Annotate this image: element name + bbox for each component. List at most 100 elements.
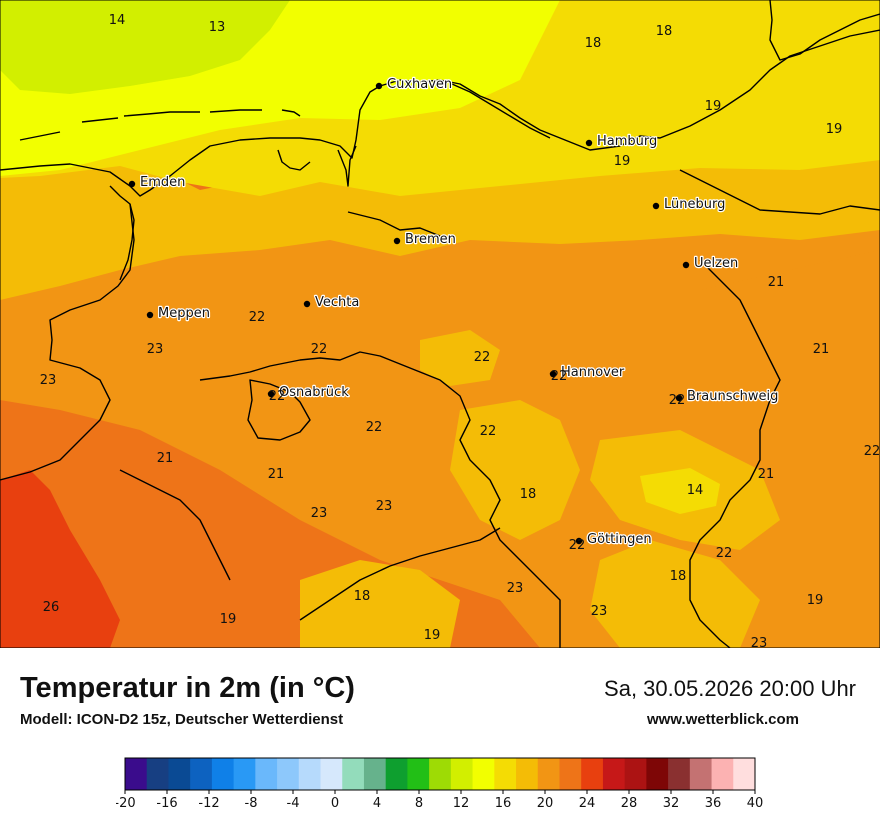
temp-label: 14 (687, 483, 704, 498)
color-legend: -20 -16 -12 -8 -4 0 4 8 12 16 20 24 28 32 36 40 (114, 756, 776, 816)
temp-label: 23 (507, 581, 524, 596)
temp-label: 22 (311, 342, 328, 357)
temp-label: 21 (758, 467, 775, 482)
temp-label: 22 (249, 310, 266, 325)
temp-label: 18 (656, 24, 673, 39)
temp-label: 18 (585, 36, 602, 51)
island-3 (209, 109, 262, 113)
border-east (679, 169, 880, 215)
city-label-hamburg: Hamburg (597, 134, 657, 149)
legend-swatch (320, 758, 343, 790)
legend-tick-label: 8 (415, 796, 423, 811)
legend-tick-label: 36 (705, 796, 722, 811)
legend-tick-label: 20 (537, 796, 554, 811)
temp-label: 21 (768, 275, 785, 290)
legend-tick-label: 32 (663, 796, 680, 811)
zone-cool-patch (640, 468, 720, 514)
legend-tick-label: 12 (453, 796, 470, 811)
temp-label: 23 (40, 373, 57, 388)
city-label-lueneburg: Lüneburg (664, 197, 725, 212)
legend-swatch (450, 758, 474, 790)
coastline-dollart (109, 185, 135, 281)
legend-swatch (190, 758, 213, 790)
forecast-datetime: Sa, 30.05.2026 20:00 Uhr (604, 676, 856, 701)
border-hesse (299, 527, 501, 621)
island-5 (281, 109, 301, 117)
legend-border (124, 757, 756, 791)
temp-label: 19 (614, 154, 631, 169)
temp-label: 22 (864, 444, 880, 459)
temp-label: 14 (109, 13, 126, 28)
legend-swatch (125, 758, 148, 790)
temp-label: 22 (269, 389, 286, 404)
legend-tick-label: -4 (287, 796, 300, 811)
model-subtitle: Modell: ICON-D2 15z, Deutscher Wetterdie… (20, 711, 344, 728)
border-nl (0, 203, 135, 481)
legend-tick-label: 24 (579, 796, 596, 811)
zone-amber-south-3 (300, 560, 460, 648)
temp-label: 18 (670, 569, 687, 584)
temp-label: 21 (268, 467, 285, 482)
zone-amber-south-1 (450, 400, 580, 540)
coastline-weser (337, 145, 357, 187)
legend-swatch (537, 758, 560, 790)
legend-swatch (472, 758, 495, 790)
legend-swatch (668, 758, 691, 790)
legend-swatch (494, 758, 517, 790)
legend-tick-label: -20 (116, 796, 136, 811)
temp-label: 19 (424, 628, 441, 643)
legend-swatch (298, 758, 322, 790)
temp-label: 22 (669, 393, 686, 408)
temp-label: 21 (813, 342, 830, 357)
coastline-elbe (451, 83, 551, 139)
legend-swatch (277, 758, 300, 790)
temp-label: 18 (354, 589, 371, 604)
legend-tick-label: -12 (198, 796, 219, 811)
legend-swatch (646, 758, 669, 790)
legend-swatch (363, 758, 387, 790)
legend-swatch (146, 758, 169, 790)
legend-tick-label: -8 (245, 796, 258, 811)
city-label-meppen: Meppen (158, 306, 210, 321)
legend-swatch (385, 758, 408, 790)
legend-swatch (255, 758, 278, 790)
zone-red (0, 470, 120, 648)
temp-label: 23 (591, 604, 608, 619)
city-label-emden: Emden (140, 175, 185, 190)
temp-label: 22 (551, 369, 568, 384)
temp-label: 22 (569, 538, 586, 553)
website-link[interactable]: www.wetterblick.com (647, 711, 799, 728)
legend-swatch (711, 758, 734, 790)
border-north-east (769, 0, 880, 61)
temperature-map: Cuxhaven Hamburg Emden Lüneburg Bremen U… (0, 0, 880, 648)
legend-swatch (211, 758, 235, 790)
city-label-osnabrueck: Osnabrück (279, 385, 349, 400)
border-south-west (119, 469, 231, 581)
city-label-cuxhaven: Cuxhaven (387, 77, 452, 92)
border-nrw-osna (199, 351, 561, 648)
zone-amber-south-4 (590, 540, 760, 648)
island-4 (19, 131, 61, 141)
temp-label: 13 (209, 20, 226, 35)
border-east-2 (689, 259, 781, 648)
temp-label: 19 (826, 122, 843, 137)
legend-swatch (559, 758, 582, 790)
legend-swatch (516, 758, 539, 790)
zone-orange (0, 222, 880, 648)
legend-swatch (689, 758, 713, 790)
temp-label: 23 (147, 342, 164, 357)
legend-swatch (429, 758, 452, 790)
coastline-main (0, 29, 880, 197)
city-label-goettingen: Göttingen (587, 532, 652, 547)
zone-yellow-green (0, 0, 290, 94)
temp-label: 23 (311, 506, 328, 521)
island-1 (81, 117, 119, 123)
temp-label: 22 (474, 350, 491, 365)
zone-orange-east (700, 250, 880, 648)
coastline-jade (277, 149, 311, 171)
legend-swatch (342, 758, 365, 790)
legend-tick-label: -16 (156, 796, 177, 811)
city-label-vechta: Vechta (315, 295, 359, 310)
city-label-uelzen: Uelzen (694, 256, 738, 271)
legend-tick-label: 28 (621, 796, 638, 811)
